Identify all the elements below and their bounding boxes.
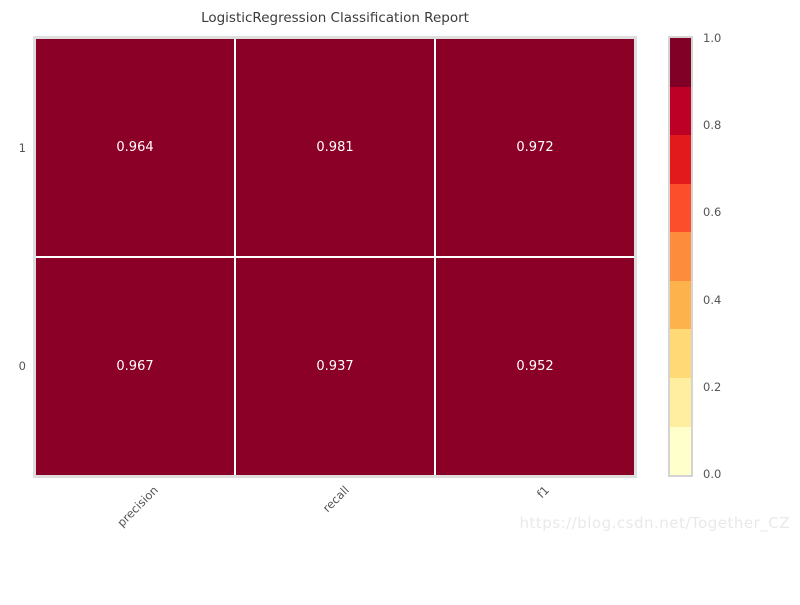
colorbar-band-1 [670, 426, 691, 476]
colorbar-tick-0.2: 0.2 [703, 380, 722, 394]
heatmap-cell-0-precision: 0.967 [36, 258, 234, 475]
x-tick-label-f1: f1 [533, 483, 552, 501]
colorbar-tick-1.0: 1.0 [703, 31, 722, 45]
colorbar-tick-0.4: 0.4 [703, 293, 722, 307]
colorbar-band-8 [670, 86, 691, 136]
colorbar-band-9 [670, 38, 691, 87]
heatmap-cell-1-f1: 0.972 [436, 39, 634, 256]
y-tick-label-1: 1 [18, 141, 26, 155]
x-tick-label-precision: precision [114, 483, 161, 530]
colorbar-band-2 [670, 377, 691, 427]
colorbar-tick-0.0: 0.0 [703, 467, 722, 481]
colorbar-band-7 [670, 135, 691, 184]
y-tick-label-0: 0 [18, 359, 26, 373]
colorbar [668, 36, 693, 477]
chart-title: LogisticRegression Classification Report [201, 10, 469, 26]
colorbar-band-6 [670, 183, 691, 233]
colorbar-band-5 [670, 232, 691, 281]
x-tick-label-recall: recall [319, 483, 352, 516]
heatmap-cell-0-recall: 0.937 [236, 258, 434, 475]
colorbar-band-4 [670, 280, 691, 330]
heatmap-cell-1-precision: 0.964 [36, 39, 234, 256]
heatmap-cell-1-recall: 0.981 [236, 39, 434, 256]
colorbar-band-3 [670, 329, 691, 378]
colorbar-tick-0.6: 0.6 [703, 205, 722, 219]
watermark: https://blog.csdn.net/Together_CZ [519, 514, 790, 532]
figure: LogisticRegression Classification Report… [18, 10, 790, 532]
colorbar-tick-0.8: 0.8 [703, 118, 722, 132]
heatmap: 0.964 0.981 0.972 0.967 0.937 0.952 [33, 36, 637, 478]
heatmap-cell-0-f1: 0.952 [436, 258, 634, 475]
heatmap-grid: 0.964 0.981 0.972 0.967 0.937 0.952 [36, 39, 634, 475]
